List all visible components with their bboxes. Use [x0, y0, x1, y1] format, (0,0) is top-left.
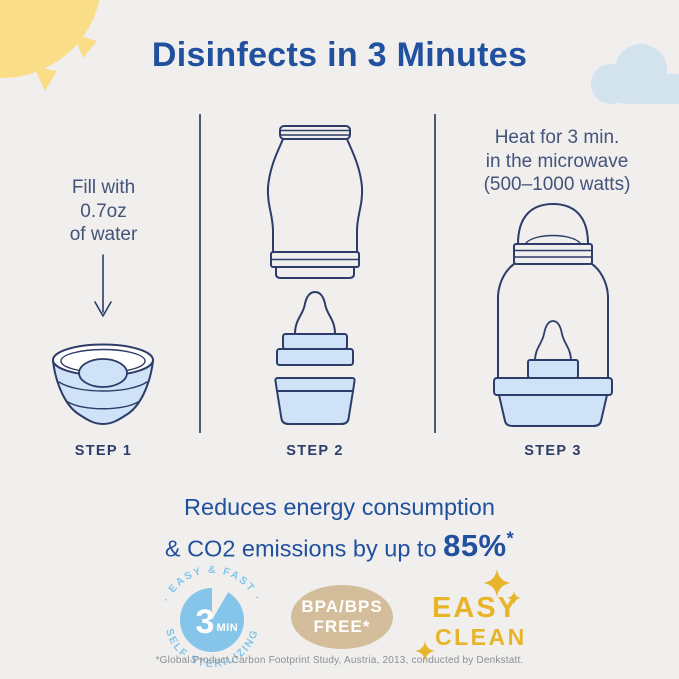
sparkle-icon — [415, 641, 435, 661]
step3-instruction: Heat for 3 min. in the microwave (500–10… — [435, 126, 679, 197]
benefit-line1: Reduces energy consumption — [184, 494, 495, 520]
step1-instruction: Fill with 0.7oz of water — [0, 176, 207, 247]
timer-wedge — [212, 586, 229, 620]
step1-instruction-line: 0.7oz — [80, 200, 127, 222]
sun-icon — [0, 0, 100, 91]
benefit-statement: Reduces energy consumption & CO2 emissio… — [0, 492, 679, 565]
sterilizer-base-icon — [274, 377, 356, 425]
bpa-free-line2: FREE* — [313, 617, 371, 636]
page-title: Disinfects in 3 Minutes — [151, 36, 528, 74]
benefit-highlight: 85%* — [443, 528, 515, 564]
nipple-and-collar-icon — [276, 291, 354, 366]
cloud-icon — [591, 44, 679, 104]
step1-instruction-line: of water — [69, 224, 138, 245]
easy-clean-badge: EASY CLEAN — [412, 568, 547, 668]
bpa-free-line1: BPA/BPS — [301, 597, 383, 616]
step1-instruction-line: Fill with — [71, 177, 136, 198]
footnote: *Global Product Carbon Footprint Study, … — [155, 655, 524, 666]
step3-instruction-line: (500–1000 watts) — [483, 174, 631, 195]
step2-label: STEP 2 — [286, 443, 344, 459]
step3-label: STEP 3 — [524, 443, 582, 459]
step1-label: STEP 1 — [74, 443, 133, 459]
benefit-asterisk: * — [506, 529, 515, 549]
down-arrow-icon — [94, 254, 112, 317]
benefit-line2: & CO2 emissions by up to 85%* — [0, 522, 679, 565]
step3-instruction-line: Heat for 3 min. — [494, 127, 620, 148]
sparkle-icon — [483, 569, 511, 597]
self-sterilizing-badge: · EASY & FAST · SELF STERILIZING 3 MIN — [160, 565, 262, 670]
divider-left — [199, 114, 201, 433]
benefit-line2-text: & CO2 emissions by up to — [164, 535, 437, 562]
easy-clean-line2: CLEAN — [435, 624, 527, 650]
easy-clean-line1: EASY — [432, 592, 519, 624]
step3-instruction-line: in the microwave — [485, 150, 629, 172]
bottle-body-icon — [266, 125, 364, 279]
badge-minutes-number: 3 — [196, 603, 215, 641]
bowl-of-water-icon — [52, 343, 154, 425]
sparkle-icon — [507, 591, 521, 605]
assembled-bottle-icon — [493, 203, 613, 427]
bpa-free-badge: BPA/BPS FREE* — [291, 585, 393, 649]
divider-right — [434, 114, 436, 433]
badge-minutes-unit: MIN — [217, 622, 239, 634]
